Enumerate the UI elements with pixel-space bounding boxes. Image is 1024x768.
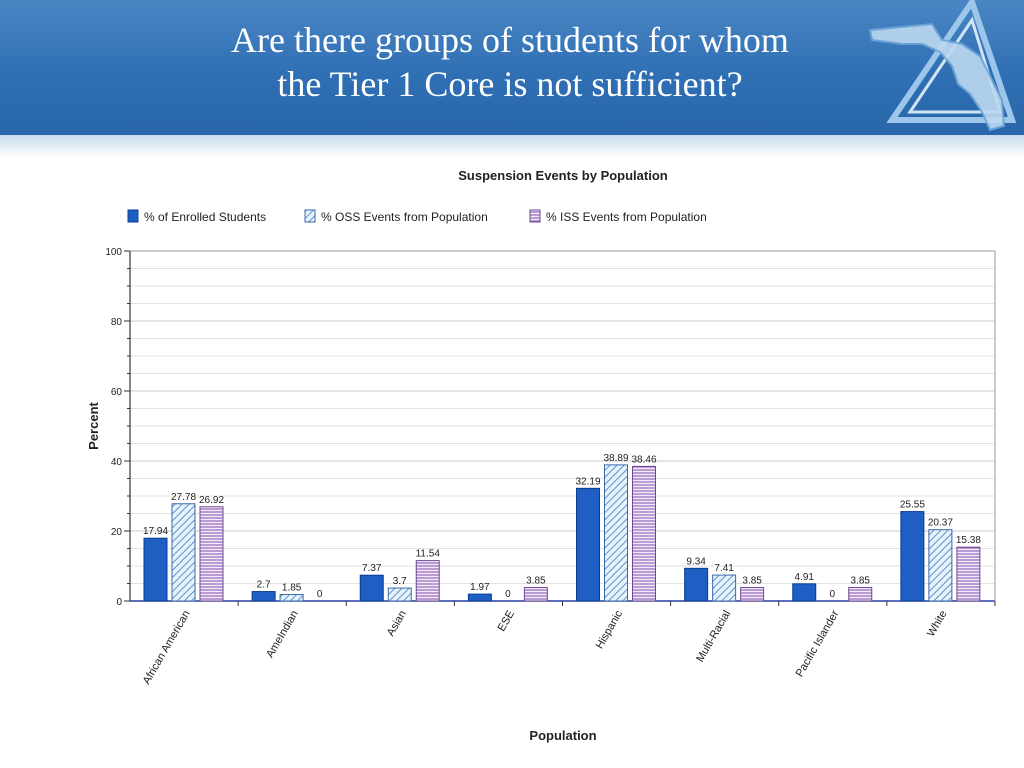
oss-bar [279, 594, 304, 602]
legend-swatch-iss [529, 209, 541, 223]
iss-bar [199, 506, 224, 602]
data-label: 32.19 [575, 476, 600, 487]
data-label: 3.85 [851, 576, 871, 587]
data-label: 3.7 [393, 576, 407, 587]
data-label: 0 [505, 589, 511, 600]
data-label: 1.97 [470, 582, 490, 593]
enrolled-bar [467, 593, 492, 602]
data-label: 1.85 [282, 583, 302, 594]
data-label: 38.46 [631, 454, 656, 465]
enrolled-bar [143, 537, 168, 602]
data-label: 2.7 [257, 580, 271, 591]
x-tick-label: Multi-Racial [694, 609, 733, 665]
oss-bar [604, 464, 628, 602]
iss-bar [523, 587, 548, 602]
oss-bar [171, 503, 196, 602]
x-tick-label: Pacific Islander [794, 608, 842, 679]
data-label: 4.91 [795, 572, 815, 583]
x-tick-label: African American [141, 609, 193, 687]
plot-area: 0 20 40 60 80 100 17.94 27.78 26.92 African Ameri… [105, 247, 996, 687]
data-label: 9.34 [686, 556, 706, 567]
banner-stripe [0, 135, 1024, 157]
data-label: 15.38 [956, 535, 981, 546]
y-axis-label: Percent [86, 401, 101, 449]
y-tick-label: 100 [105, 247, 122, 258]
oss-bar [387, 587, 412, 602]
enrolled-bar [792, 583, 817, 602]
enrolled-bar [576, 487, 600, 602]
chart: Suspension Events by Population % of Enr… [86, 168, 996, 743]
legend-swatch-oss [304, 209, 316, 223]
iss-bar [415, 560, 440, 602]
data-label: 38.89 [603, 453, 628, 464]
y-tick-label: 40 [111, 457, 123, 468]
data-label: 0 [317, 589, 323, 600]
slide-title-line-2: the Tier 1 Core is not sufficient? [277, 64, 743, 104]
iss-bar [956, 546, 981, 602]
florida-triangle-logo-icon [868, 0, 1017, 132]
slide-title: Are there groups of students for whom th… [130, 18, 890, 106]
legend-swatch-enrolled [127, 209, 139, 223]
y-tick-label: 20 [111, 527, 123, 538]
iss-bar [740, 587, 765, 602]
legend-label-iss: % ISS Events from Population [546, 210, 707, 224]
title-banner [0, 0, 1024, 135]
y-tick-label: 60 [111, 387, 123, 398]
iss-bar [632, 465, 656, 602]
data-label: 0 [829, 589, 835, 600]
legend-label-oss: % OSS Events from Population [321, 210, 488, 224]
x-axis-label: Population [529, 728, 596, 743]
chart-title: Suspension Events by Population [458, 168, 668, 183]
data-label: 3.85 [526, 576, 546, 587]
x-tick-label: White [925, 609, 949, 639]
x-tick-label: ESE [496, 609, 517, 634]
y-tick-label: 0 [116, 597, 122, 608]
data-label: 7.41 [714, 563, 734, 574]
oss-bar [928, 529, 953, 602]
legend: % of Enrolled Students % OSS Events from… [127, 209, 707, 224]
x-tick-label: Hispanic [594, 608, 626, 651]
enrolled-bar [359, 574, 384, 602]
data-label: 25.55 [900, 500, 925, 511]
data-label: 3.85 [742, 576, 762, 587]
legend-label-enrolled: % of Enrolled Students [144, 210, 266, 224]
x-tick-label: AmeIndian [264, 609, 301, 661]
enrolled-bar [251, 591, 276, 602]
x-tick-label: Asian [385, 609, 409, 639]
data-label: 26.92 [199, 495, 224, 506]
data-label: 27.78 [171, 492, 196, 503]
iss-bar [848, 587, 873, 602]
oss-bar [712, 574, 737, 602]
data-label: 17.94 [143, 526, 168, 537]
y-tick-label: 80 [111, 317, 123, 328]
data-label: 20.37 [928, 518, 953, 529]
data-label: 11.54 [416, 549, 441, 560]
enrolled-bar [900, 511, 925, 602]
data-label: 7.37 [362, 563, 382, 574]
slide-title-line-1: Are there groups of students for whom [231, 20, 789, 60]
enrolled-bar [684, 567, 709, 602]
